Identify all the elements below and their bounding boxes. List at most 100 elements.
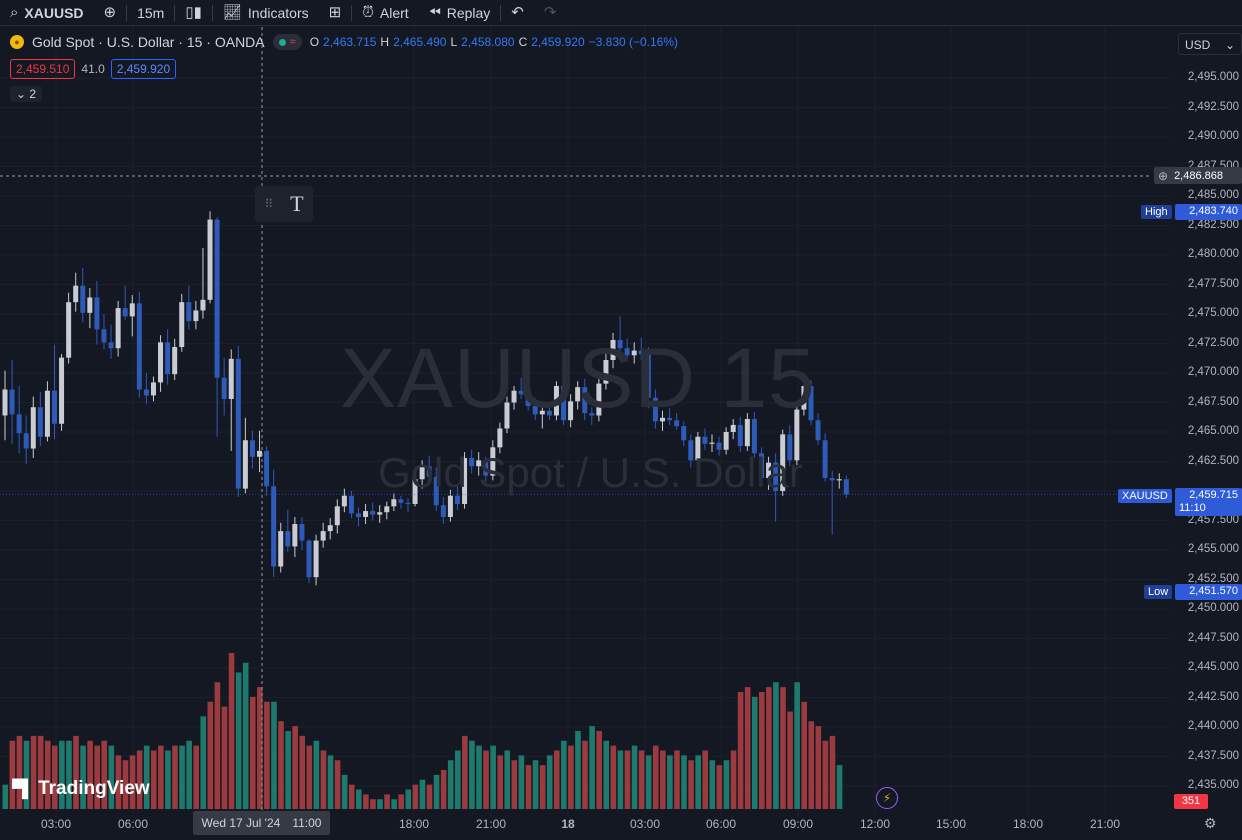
open-value: 2,463.715 — [323, 35, 377, 49]
price-axis-label: 2,445.000 — [1187, 661, 1239, 673]
currency-select[interactable]: USD ⌄ — [1178, 33, 1242, 55]
candle-body — [843, 479, 849, 495]
candle-body — [645, 354, 651, 398]
candle-body — [758, 453, 764, 479]
candle-body — [744, 419, 750, 447]
replay-button[interactable]: ⏪︎ Replay — [419, 0, 501, 26]
volume-bar — [257, 687, 263, 809]
volume-bar — [624, 750, 631, 809]
time-axis-label: 03:00 — [629, 817, 661, 831]
volume-bar — [370, 799, 376, 809]
volume-bar — [440, 770, 447, 809]
chart-type-button[interactable]: ▯▮ — [175, 0, 212, 26]
candle-body — [150, 382, 156, 396]
volume-bar — [525, 765, 532, 809]
interval-button[interactable]: 15m — [137, 4, 165, 21]
price-chart[interactable] — [0, 27, 1242, 840]
volume-bar — [433, 774, 440, 809]
undo-icon: ↶ — [511, 4, 524, 21]
volume-bar — [186, 740, 192, 809]
volume-bar — [327, 755, 334, 809]
layouts-button[interactable]: ⊞ — [319, 0, 352, 26]
undo-button[interactable]: ↶ — [501, 0, 534, 26]
candle-body — [334, 506, 340, 526]
symbol-search-button[interactable]: ⌕ XAUUSD — [0, 0, 94, 26]
legend-title[interactable]: Gold Spot · U.S. Dollar · 15 · OANDA — [32, 34, 265, 50]
candle-body — [108, 342, 114, 349]
volume-bar — [603, 740, 610, 809]
volume-bar — [723, 760, 730, 809]
alert-button[interactable]: ⏰︎ Alert — [352, 0, 419, 26]
candle-body — [412, 479, 418, 504]
candle-body — [617, 339, 623, 349]
price-axis-label: 2,440.000 — [1187, 720, 1239, 732]
volume-bar — [363, 794, 369, 809]
brand-name: TradingView — [38, 778, 150, 799]
toolbar-divider — [126, 4, 128, 21]
volume-bar — [228, 653, 235, 809]
candle-body — [546, 410, 552, 416]
chart-legend: ● Gold Spot · U.S. Dollar · 15 · OANDA ≈… — [10, 34, 678, 50]
candle-body — [490, 447, 496, 476]
chart-overlays — [0, 27, 1152, 812]
candle-body — [327, 525, 333, 532]
volume-bar — [773, 682, 779, 809]
volume-bar — [391, 799, 397, 809]
volume-bar — [165, 750, 171, 809]
floating-drawing-toolbar[interactable]: ⠿ T — [255, 186, 313, 222]
volume-bar — [51, 745, 58, 809]
candle-body — [214, 219, 220, 378]
volume-bar — [412, 784, 419, 809]
volume-bar — [271, 701, 277, 809]
price-axis-label: 2,462.500 — [1187, 454, 1239, 467]
redo-icon: ↷ — [543, 4, 557, 21]
gear-icon[interactable]: ⚙︎ — [1204, 815, 1217, 831]
drag-handle-icon[interactable]: ⠿ — [264, 197, 273, 211]
volume-bar — [539, 765, 546, 809]
text-tool-icon[interactable]: T — [290, 191, 304, 216]
candle-body — [172, 347, 178, 375]
market-status-pill[interactable]: ≈ — [272, 34, 302, 50]
volume-tag: 351 — [1174, 794, 1208, 809]
candle-body — [553, 385, 559, 416]
tradingview-logo[interactable]: ▀▌ TradingView — [12, 778, 150, 800]
candle-body — [822, 440, 828, 479]
compare-button[interactable]: ⊕ — [94, 0, 127, 26]
volume-bar — [193, 745, 199, 809]
volume-bar — [617, 750, 624, 809]
buy-price-button[interactable]: 2,459.920 — [110, 59, 177, 79]
indicators-collapse-button[interactable]: ⌄ 2 — [10, 86, 43, 102]
indicators-button[interactable]: 📈︎ Indicators — [213, 0, 319, 26]
candle-body — [780, 434, 786, 491]
chart-pane[interactable] — [0, 27, 1242, 840]
high-label-tag: High — [1141, 205, 1172, 219]
candle-body — [688, 440, 694, 461]
grid-icon: ⊞ — [328, 4, 342, 21]
candle-body — [292, 524, 298, 547]
volume-bar — [546, 755, 553, 809]
volume-bars — [2, 653, 843, 809]
candle-body — [200, 299, 206, 311]
price-axis-label: 2,482.500 — [1187, 218, 1239, 231]
toolbar-divider — [211, 4, 213, 21]
candle-body — [235, 358, 241, 489]
add-alert-icon[interactable]: ⊕ — [1158, 168, 1169, 183]
gold-coin-icon: ● — [10, 35, 24, 49]
search-icon: ⌕ — [10, 4, 19, 21]
candle-body — [37, 407, 43, 437]
volume-bar — [384, 794, 390, 809]
candle-body — [384, 506, 390, 513]
sell-price-button[interactable]: 2,459.510 — [10, 59, 76, 79]
volume-bar — [454, 750, 461, 809]
time-axis-label: 06:00 — [705, 817, 737, 831]
high-price-tag: 2,483.740 — [1175, 204, 1242, 220]
redo-button[interactable]: ↷ — [534, 0, 567, 26]
volume-bar — [638, 750, 645, 809]
volume-bar — [405, 789, 412, 809]
time-axis-label: 21:00 — [1089, 817, 1121, 831]
volume-bar — [235, 672, 242, 809]
lightning-icon[interactable]: ⚡︎ — [876, 787, 898, 809]
volume-bar — [419, 779, 426, 809]
watermark-subtitle: Gold Spot / U.S. Dollar — [378, 449, 803, 496]
candle-body — [80, 285, 86, 313]
